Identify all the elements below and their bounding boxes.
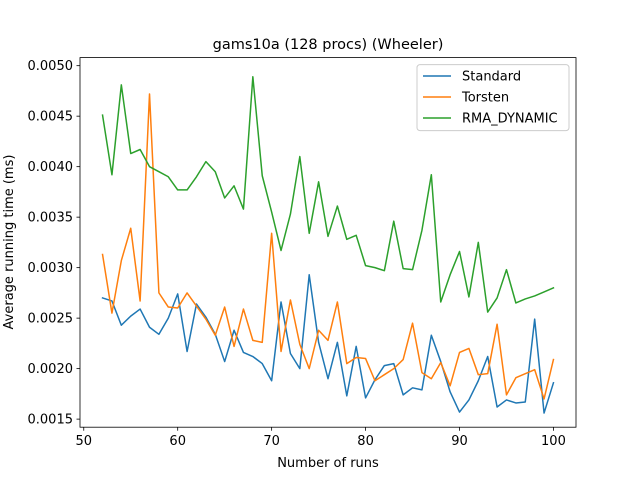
x-tick-label: 60 — [169, 434, 186, 449]
y-tick-label: 0.0020 — [28, 362, 74, 377]
y-axis-label: Average running time (ms) — [2, 155, 17, 330]
y-tick-label: 0.0015 — [28, 413, 74, 428]
y-tick-label: 0.0030 — [28, 261, 74, 276]
legend: Standard Torsten RMA_DYNAMIC — [416, 64, 570, 132]
series-line-standard — [101, 273, 555, 414]
x-tick-label: 90 — [451, 434, 468, 449]
legend-label-torsten: Torsten — [461, 91, 509, 106]
x-tick-label: 50 — [75, 434, 92, 449]
x-tick-label: 100 — [541, 434, 566, 449]
plot-area-frame — [79, 57, 577, 428]
x-axis-ticks: 50 60 70 80 90 100 — [75, 427, 566, 449]
y-tick-label: 0.0035 — [28, 211, 74, 226]
x-tick-label: 70 — [263, 434, 280, 449]
y-tick-label: 0.0040 — [28, 160, 74, 175]
x-tick-label: 80 — [357, 434, 374, 449]
chart-title: gams10a (128 procs) (Wheeler) — [213, 37, 444, 53]
series-line-torsten — [101, 93, 555, 400]
legend-label-rma-dynamic: RMA_DYNAMIC — [462, 112, 558, 127]
x-axis-label: Number of runs — [277, 456, 379, 471]
y-tick-label: 0.0050 — [28, 59, 74, 74]
y-tick-label: 0.0045 — [28, 110, 74, 125]
series-lines — [101, 76, 555, 414]
legend-label-standard: Standard — [462, 70, 521, 85]
y-axis-ticks: 0.0015 0.0020 0.0025 0.0030 0.0035 0.0040 0.00… — [28, 59, 80, 428]
legend-box — [416, 64, 570, 132]
series-line-rma-dynamic — [101, 76, 555, 313]
y-tick-label: 0.0025 — [28, 312, 74, 327]
